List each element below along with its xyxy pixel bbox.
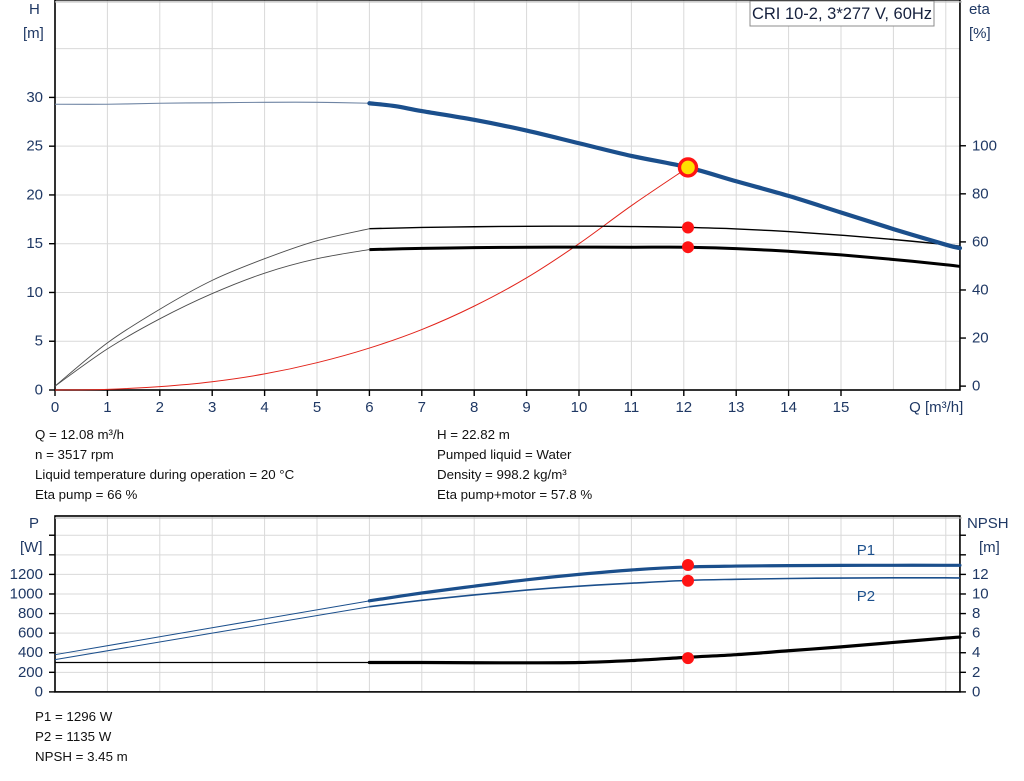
svg-text:CRI 10-2, 3*277 V, 60Hz: CRI 10-2, 3*277 V, 60Hz [752, 5, 932, 23]
svg-text:15: 15 [833, 399, 850, 416]
svg-text:5: 5 [35, 333, 43, 350]
svg-text:5: 5 [313, 399, 321, 416]
svg-text:H: H [29, 1, 40, 18]
svg-text:[%]: [%] [969, 25, 991, 42]
svg-text:1200: 1200 [10, 566, 43, 583]
svg-text:7: 7 [418, 399, 426, 416]
svg-text:600: 600 [18, 625, 43, 642]
svg-text:0: 0 [35, 683, 43, 700]
svg-text:4: 4 [260, 399, 268, 416]
svg-text:[m]: [m] [979, 539, 1000, 556]
svg-text:0: 0 [972, 683, 980, 700]
svg-text:200: 200 [18, 664, 43, 681]
svg-text:15: 15 [26, 235, 43, 252]
svg-text:0: 0 [35, 382, 43, 399]
svg-text:0: 0 [51, 399, 59, 416]
svg-text:100: 100 [972, 137, 997, 154]
svg-text:30: 30 [26, 89, 43, 106]
svg-text:8: 8 [470, 399, 478, 416]
svg-text:25: 25 [26, 138, 43, 155]
svg-text:[m]: [m] [23, 25, 44, 42]
svg-text:3: 3 [208, 399, 216, 416]
svg-text:6: 6 [972, 625, 980, 642]
svg-text:12: 12 [675, 399, 692, 416]
svg-text:80: 80 [972, 185, 989, 202]
svg-text:2: 2 [156, 399, 164, 416]
svg-text:0: 0 [972, 378, 980, 395]
svg-text:14: 14 [780, 399, 797, 416]
svg-text:11: 11 [624, 399, 640, 416]
svg-text:1000: 1000 [10, 585, 43, 602]
svg-text:10: 10 [26, 284, 43, 301]
svg-text:13: 13 [728, 399, 745, 416]
svg-text:P1: P1 [857, 542, 875, 559]
svg-text:400: 400 [18, 644, 43, 661]
svg-text:NPSH: NPSH [967, 515, 1009, 532]
svg-text:20: 20 [972, 330, 989, 347]
svg-text:Q [m³/h]: Q [m³/h] [909, 399, 963, 416]
svg-text:1: 1 [103, 399, 111, 416]
svg-text:eta: eta [969, 1, 991, 18]
svg-text:10: 10 [972, 585, 989, 602]
svg-text:4: 4 [972, 644, 980, 661]
svg-text:P2: P2 [857, 588, 875, 605]
svg-text:40: 40 [972, 281, 989, 298]
svg-text:8: 8 [972, 605, 980, 622]
svg-text:P: P [29, 515, 39, 532]
svg-text:6: 6 [365, 399, 373, 416]
svg-text:2: 2 [972, 664, 980, 681]
svg-text:12: 12 [972, 566, 989, 583]
svg-text:9: 9 [522, 399, 530, 416]
svg-text:[W]: [W] [20, 539, 43, 556]
svg-text:10: 10 [571, 399, 588, 416]
svg-text:800: 800 [18, 605, 43, 622]
svg-text:20: 20 [26, 186, 43, 203]
svg-text:60: 60 [972, 233, 989, 250]
